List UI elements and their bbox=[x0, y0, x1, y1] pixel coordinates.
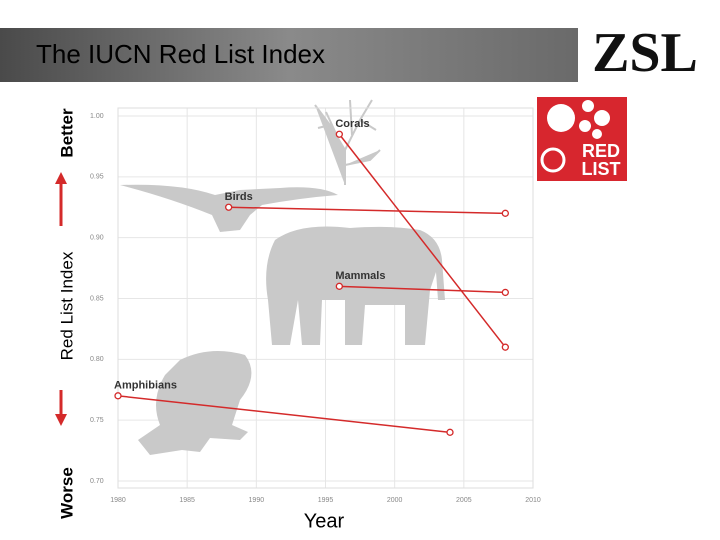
point bbox=[501, 209, 509, 217]
badge: RED LIST bbox=[537, 97, 627, 181]
x-tick-label: 1995 bbox=[318, 497, 334, 504]
series-line bbox=[228, 206, 506, 215]
slide-title: The IUCN Red List Index bbox=[36, 39, 325, 69]
point bbox=[335, 282, 343, 290]
x-tick-label: 1980 bbox=[110, 497, 126, 504]
point bbox=[501, 343, 509, 351]
y-tick-label: 1.00 bbox=[90, 113, 104, 120]
series-label: Mammals bbox=[335, 270, 385, 282]
x-tick-label: 1985 bbox=[179, 497, 195, 504]
silhouettes bbox=[120, 99, 445, 455]
badge-text: LIST bbox=[582, 159, 621, 179]
elephant-silhouette bbox=[266, 226, 445, 345]
series-line bbox=[117, 395, 451, 434]
x-tick-label: 2010 bbox=[525, 497, 541, 504]
point bbox=[114, 392, 122, 400]
y-tick-label: 0.85 bbox=[90, 295, 104, 302]
y-tick-label: 0.90 bbox=[90, 235, 104, 242]
coral-silhouette bbox=[314, 99, 381, 185]
arrow bbox=[55, 172, 67, 426]
badge-text: RED bbox=[582, 141, 620, 161]
y-tick-label: 0.75 bbox=[90, 417, 104, 424]
series-line bbox=[338, 133, 506, 348]
y-tick-label: 0.95 bbox=[90, 174, 104, 181]
x-axis-label: Year bbox=[304, 510, 345, 532]
point bbox=[446, 428, 454, 436]
y-axis-label: Red List Index bbox=[57, 251, 76, 360]
plot-frame bbox=[117, 107, 534, 489]
x-tick-label: 2000 bbox=[387, 497, 403, 504]
point bbox=[335, 130, 343, 138]
frog-silhouette bbox=[138, 351, 252, 455]
series-label: Corals bbox=[335, 118, 369, 130]
series-label: Birds bbox=[225, 191, 253, 203]
series-label: Amphibians bbox=[114, 380, 177, 392]
y-tick-label: 0.70 bbox=[90, 478, 104, 485]
header-band bbox=[0, 28, 578, 82]
annotation: Worse bbox=[57, 467, 76, 519]
logo: ZSL bbox=[592, 22, 698, 84]
point bbox=[501, 288, 509, 297]
annotation: Better bbox=[57, 108, 76, 158]
y-tick-label: 0.80 bbox=[90, 356, 104, 363]
x-tick-label: 1990 bbox=[249, 497, 265, 504]
series-line bbox=[339, 285, 506, 294]
point bbox=[225, 203, 233, 211]
x-tick-label: 2005 bbox=[456, 497, 472, 504]
